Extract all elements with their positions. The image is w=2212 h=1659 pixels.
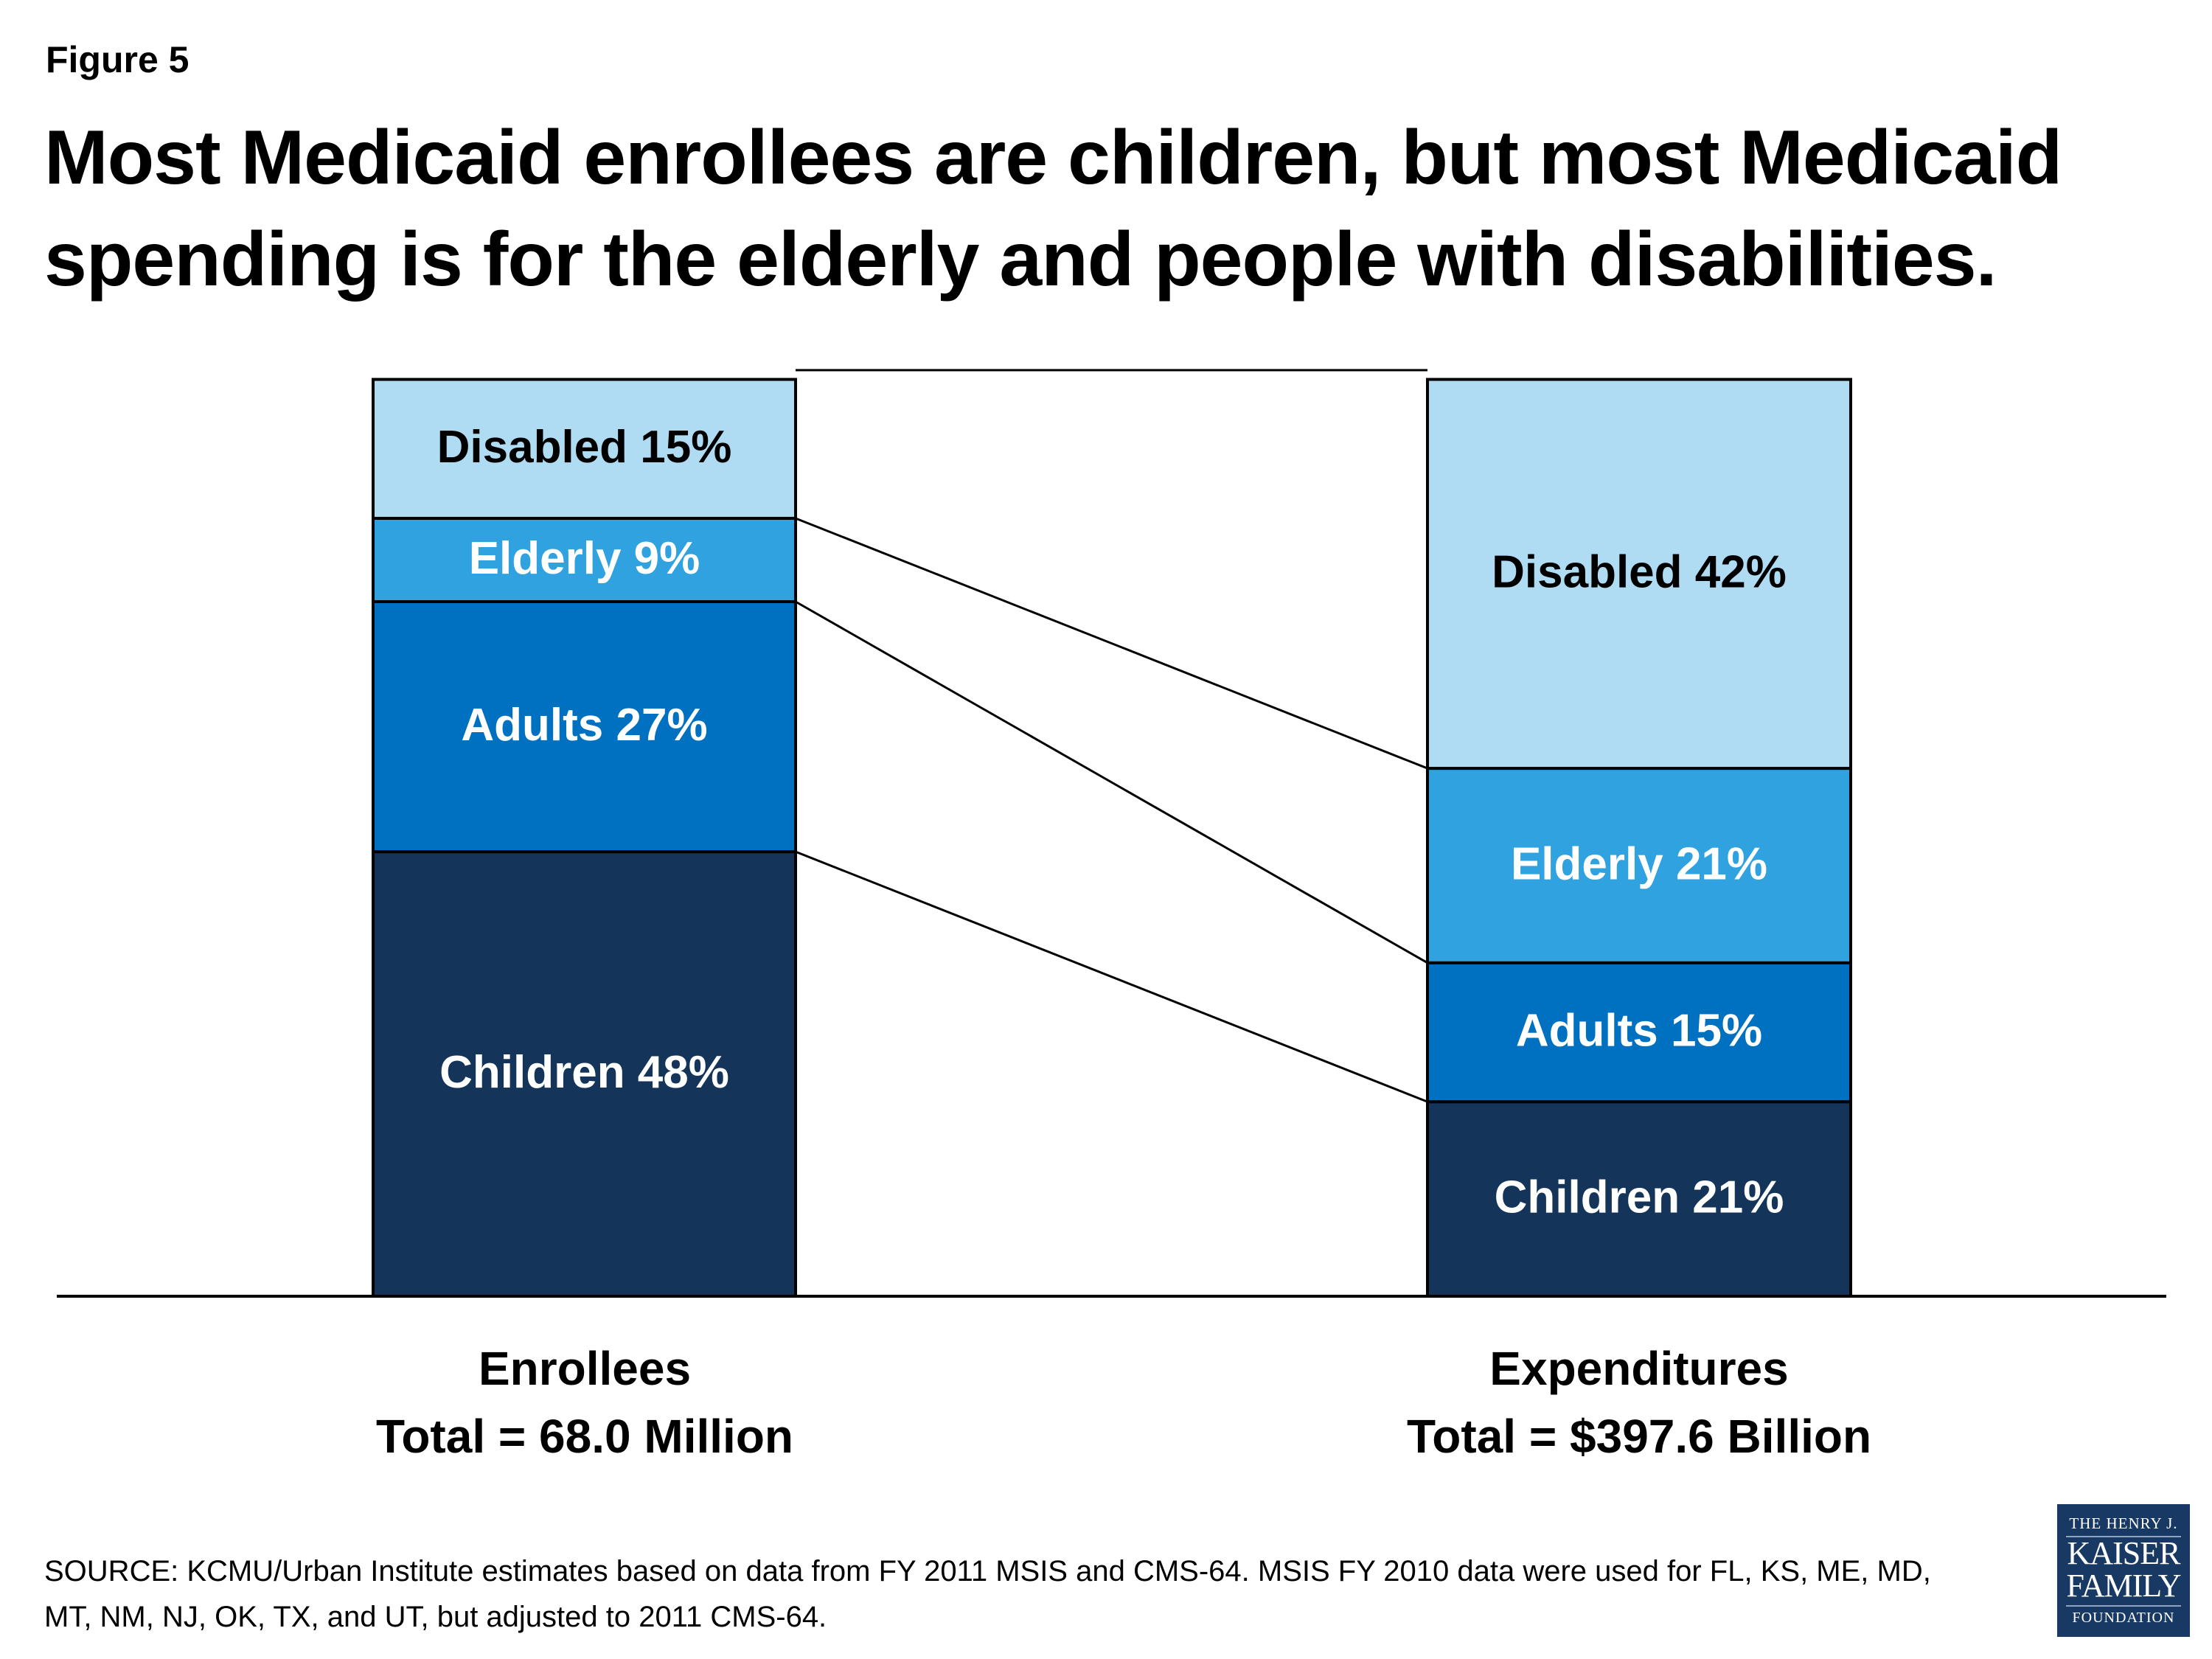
category-label: Enrollees	[478, 1342, 692, 1395]
bar-segment-adults	[1426, 961, 1852, 1104]
category-label: Expenditures	[1489, 1342, 1789, 1395]
connector-line	[795, 517, 1428, 770]
bar-segment-children	[372, 850, 797, 1298]
bar-segment-disabled	[372, 378, 797, 520]
bar-segment-elderly	[372, 516, 797, 604]
bar-segment-elderly	[1426, 767, 1852, 964]
data-label-adults: Adults 27%	[461, 700, 707, 751]
data-label-disabled: Disabled 15%	[437, 422, 732, 473]
bar-segment-adults	[372, 600, 797, 854]
category-enrollees: Enrollees Total = 68.0 Million	[253, 1335, 917, 1470]
category-total: Total = 68.0 Million	[375, 1410, 794, 1463]
data-label-elderly: Elderly 9%	[469, 533, 700, 584]
data-label-children: Children 21%	[1495, 1172, 1784, 1222]
kff-logo: THE HENRY J. KAISER FAMILY FOUNDATION	[2057, 1504, 2190, 1637]
data-label-children: Children 48%	[439, 1047, 729, 1098]
figure-label: Figure 5	[46, 39, 189, 80]
chart-title: Most Medicaid enrollees are children, bu…	[44, 115, 2062, 302]
connector-line	[795, 850, 1428, 1103]
data-label-disabled: Disabled 42%	[1492, 547, 1787, 598]
source-note: SOURCE: KCMU/Urban Institute estimates b…	[44, 1555, 1931, 1633]
data-label-elderly: Elderly 21%	[1511, 838, 1767, 889]
connector-line	[795, 600, 1428, 964]
bar-segment-children	[1426, 1100, 1852, 1298]
bar-segment-disabled	[1426, 378, 1852, 771]
category-expenditures: Expenditures Total = $397.6 Billion	[1307, 1335, 1971, 1470]
data-label-adults: Adults 15%	[1516, 1005, 1762, 1056]
category-total: Total = $397.6 Billion	[1406, 1410, 1872, 1463]
